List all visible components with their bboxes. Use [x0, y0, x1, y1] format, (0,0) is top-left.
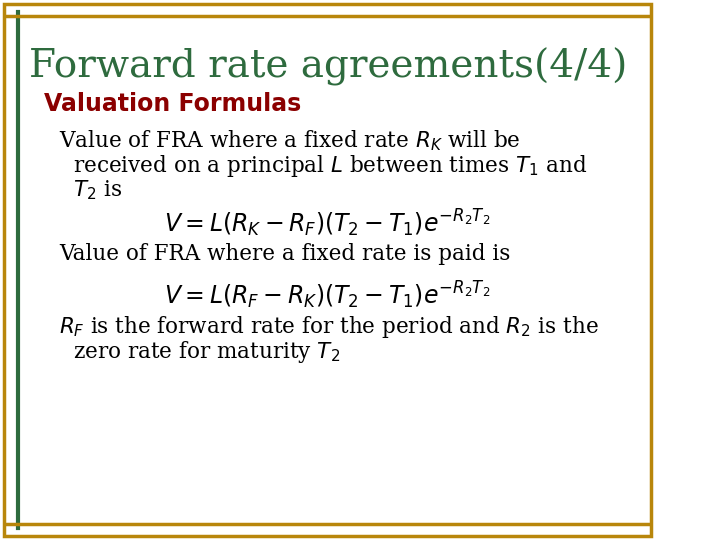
Text: Value of FRA where a fixed rate is paid is: Value of FRA where a fixed rate is paid … [59, 243, 510, 265]
Text: Value of FRA where a fixed rate $R_K$ will be: Value of FRA where a fixed rate $R_K$ wi… [59, 128, 521, 153]
FancyBboxPatch shape [4, 4, 651, 536]
Text: $T_2$ is: $T_2$ is [73, 178, 122, 201]
Text: Valuation Formulas: Valuation Formulas [44, 92, 301, 116]
Text: received on a principal $L$ between times $T_1$ and: received on a principal $L$ between time… [73, 153, 587, 179]
Text: $R_F$ is the forward rate for the period and $R_2$ is the: $R_F$ is the forward rate for the period… [59, 314, 599, 340]
Text: $V = L(R_F - R_K)(T_2 - T_1)e^{-R_2T_2}$: $V = L(R_F - R_K)(T_2 - T_1)e^{-R_2T_2}$ [164, 280, 490, 312]
Text: $V = L(R_K - R_F)(T_2 - T_1)e^{-R_2T_2}$: $V = L(R_K - R_F)(T_2 - T_1)e^{-R_2T_2}$ [164, 208, 490, 239]
Text: zero rate for maturity $T_2$: zero rate for maturity $T_2$ [73, 339, 340, 365]
Text: Forward rate agreements(4/4): Forward rate agreements(4/4) [29, 48, 627, 86]
